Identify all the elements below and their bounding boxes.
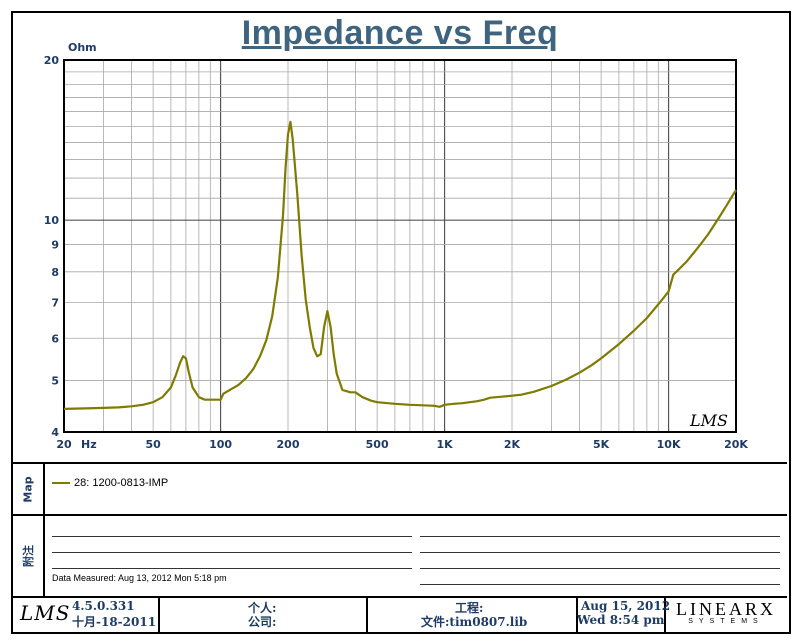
notes-tab-label: 附注 [22,545,35,567]
y-axis-unit-label: Ohm [68,41,97,54]
x-tick-label: 1K [436,438,453,451]
x-axis-unit-label: Hz [81,438,97,451]
map-tab: Map [13,464,45,515]
report-time: Wed 8:54 pm [577,613,665,627]
lms-watermark: LMS [689,411,728,430]
footer-cell-version [13,598,160,632]
file-label: 文件:tim0807.lib [421,615,528,629]
impedance-curve [63,120,737,410]
footer-cell-date [578,598,666,632]
x-tick-label: 10K [657,438,681,451]
lms-logo: LMS [20,601,71,625]
note-line [52,536,412,537]
notes-tab: 附注 [13,516,45,596]
build-date-text: 十月-18-2011 [72,615,157,629]
chart-title: Impedance vs Freq [241,14,559,52]
legend-swatch [52,482,70,484]
x-tick-label: 2K [504,438,521,451]
y-tick-label: 6 [51,332,59,345]
x-tick-label: 5K [593,438,610,451]
note-line [420,552,780,553]
x-tick-label: 50 [145,438,161,451]
x-tick-label: 20 [56,438,72,451]
x-tick-label: 200 [277,438,300,451]
footer-bar [13,596,787,632]
note-line [420,536,780,537]
y-tick-label: 4 [51,426,59,439]
legend-label: 28: 1200-0813-IMP [74,477,169,489]
y-tick-label: 20 [44,54,60,67]
x-tick-label: 20K [724,438,748,451]
y-tick-label: 10 [44,214,60,227]
brand-subtitle: SYSTEMS [688,618,764,625]
project-label: 工程: [455,601,484,615]
footer-cell-project [368,598,578,632]
note-line [52,552,412,553]
legend-entry: 28: 1200-0813-IMP [52,477,168,489]
y-tick-label: 5 [51,374,59,387]
note-line [420,584,780,585]
data-measured-note: Data Measured: Aug 13, 2012 Mon 5:18 pm [52,573,227,583]
y-tick-label: 9 [51,239,59,252]
notes-panel [13,514,787,598]
map-tab-label: Map [21,476,35,503]
footer-cell-person [160,598,368,632]
report-date: Aug 15, 2012 [581,599,671,613]
x-tick-label: 100 [209,438,232,451]
linearx-logo: LINEARX SYSTEMS [668,599,784,625]
y-tick-label: 8 [51,266,59,279]
brand-name: LINEARX [676,599,776,619]
company-label: 公司: [248,615,277,629]
note-line [420,568,780,569]
plot-border [63,59,737,433]
version-text: 4.5.0.331 [72,599,135,613]
map-panel [13,462,787,516]
x-tick-label: 500 [366,438,389,451]
note-line [52,568,412,569]
report-frame [11,11,791,634]
person-label: 个人: [248,601,277,615]
y-tick-label: 7 [51,297,59,310]
